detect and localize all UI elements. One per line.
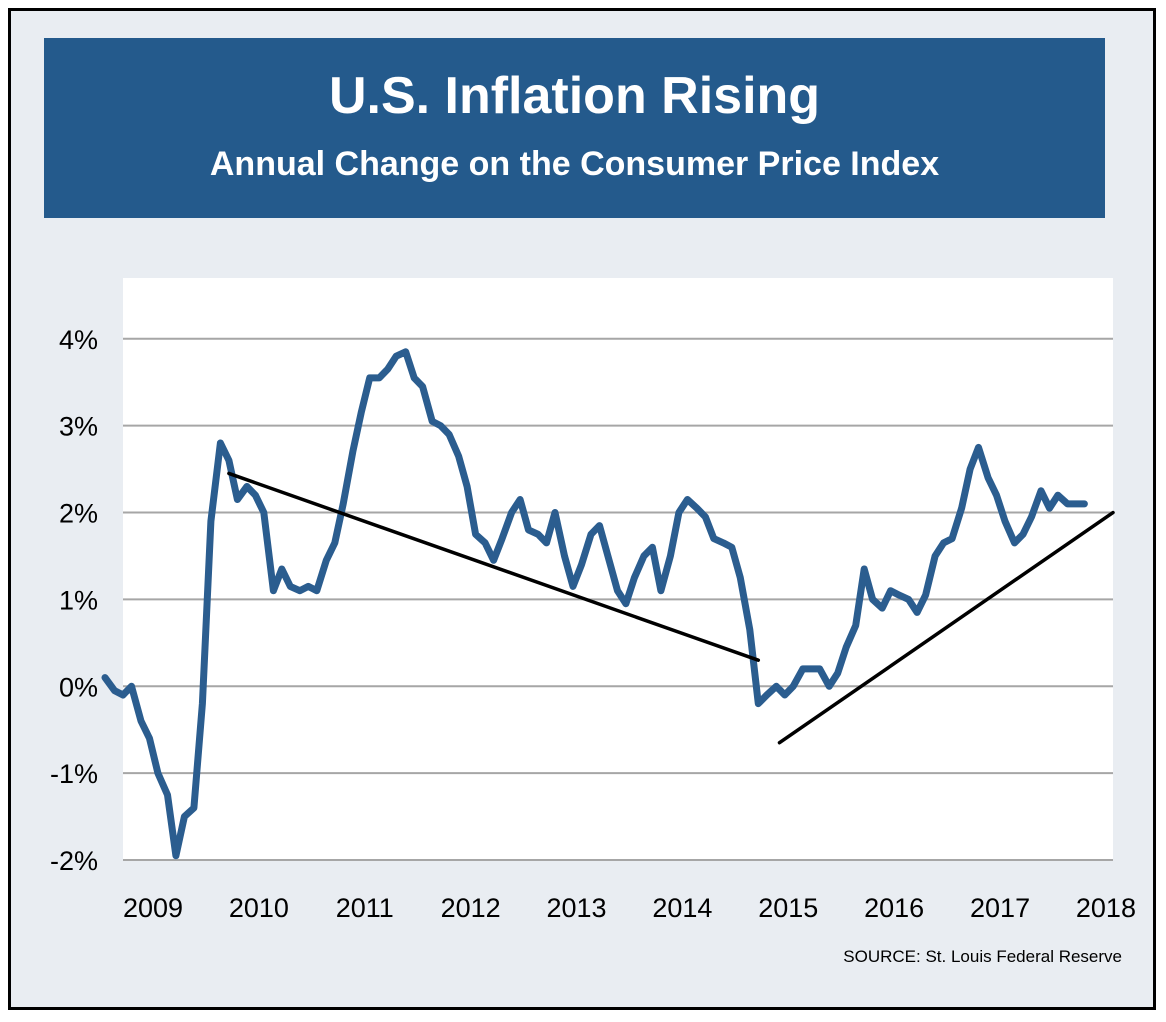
- x-tick-label: 2013: [546, 893, 606, 923]
- chart-title: U.S. Inflation Rising: [328, 67, 821, 125]
- y-tick-label: 2%: [59, 499, 98, 529]
- x-axis-ticks: 2009 2010 2011 2012 2013 2014 2015 2016 2017 2018: [123, 893, 1136, 923]
- source-note: SOURCE: St. Louis Federal Reserve: [843, 947, 1122, 966]
- x-tick-label: 2009: [123, 893, 183, 923]
- trend-line-down: [227, 471, 761, 662]
- x-tick-label: 2017: [970, 893, 1030, 923]
- x-tick-label: 2016: [864, 893, 924, 923]
- y-axis-ticks: 4% 3% 2% 1% 0% -1% -2%: [50, 325, 98, 876]
- trend-lines: [227, 471, 1115, 745]
- x-tick-label: 2015: [758, 893, 818, 923]
- y-tick-label: 1%: [59, 585, 98, 615]
- y-tick-label: 4%: [59, 325, 98, 355]
- plot-area: [123, 278, 1113, 860]
- chart-subtitle: Annual Change on the Consumer Price Inde…: [209, 145, 940, 183]
- y-tick-label: 0%: [59, 672, 98, 702]
- y-tick-label: -1%: [50, 759, 98, 789]
- x-tick-label: 2018: [1076, 893, 1136, 923]
- x-tick-label: 2012: [441, 893, 501, 923]
- series-line-cpi: [101, 348, 1088, 860]
- x-tick-label: 2011: [336, 893, 394, 923]
- trend-line-up: [777, 510, 1115, 745]
- gridlines: [123, 337, 1113, 861]
- y-tick-label: -2%: [50, 846, 98, 876]
- x-tick-label: 2014: [652, 893, 712, 923]
- x-tick-label: 2010: [229, 893, 289, 923]
- title-banner: U.S. Inflation Rising Annual Change on t…: [44, 38, 1105, 218]
- series-layer: [101, 348, 1088, 860]
- y-tick-label: 3%: [59, 412, 98, 442]
